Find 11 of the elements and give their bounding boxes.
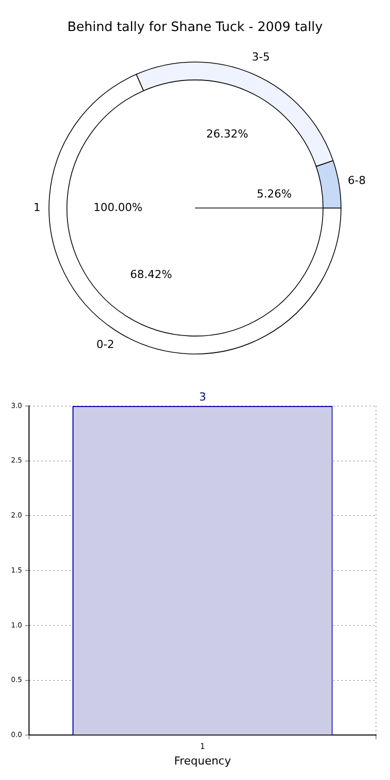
data-label: 68.42% [130, 268, 172, 282]
slice-label: 0-2 [96, 338, 114, 352]
data-label: 5.26% [256, 188, 292, 201]
x-axis-title: Frequency [174, 754, 232, 768]
slice-label: 6-8 [348, 174, 366, 187]
chart-title: Behind tally for Shane Tuck - 2009 tally [66, 19, 324, 37]
data-label: 26.32% [206, 127, 248, 140]
data-label: 3 [199, 390, 206, 404]
slice-label: 3-5 [252, 50, 270, 64]
slice-label: 1 [34, 200, 40, 214]
data-label: 100.00% [94, 200, 142, 214]
